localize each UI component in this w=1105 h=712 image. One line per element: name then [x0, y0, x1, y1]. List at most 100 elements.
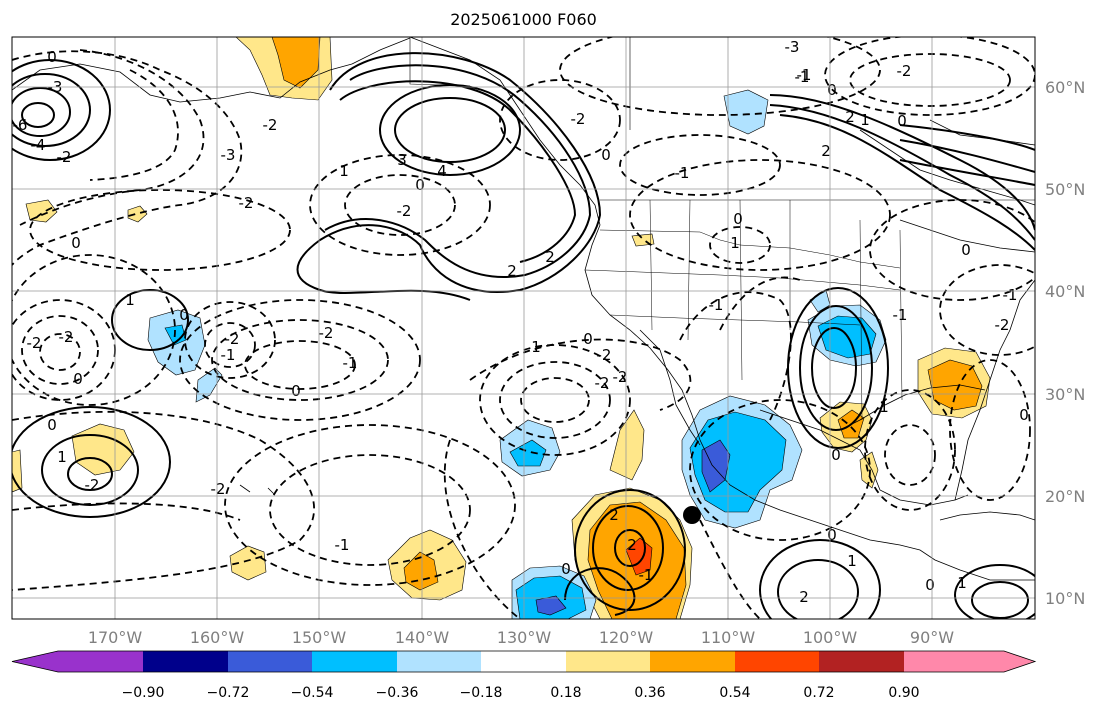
contour-label: 0	[73, 370, 83, 388]
colorbar-segment	[904, 651, 1004, 672]
contour-label: -6	[13, 116, 28, 134]
colorbar-tick-label: −0.90	[122, 685, 165, 701]
yellow-area	[71, 423, 135, 476]
negative-contours	[12, 37, 1035, 619]
colorbar-extend-low	[12, 651, 58, 672]
contour-label: 1	[847, 552, 857, 570]
contour-label: -2	[59, 328, 74, 346]
colorbar-tick-label: 0.36	[634, 685, 665, 701]
contour-label: 4	[437, 162, 447, 180]
positive-contours	[12, 52, 1035, 619]
lon-label: 150°W	[292, 628, 347, 647]
contour-label: 0	[733, 210, 743, 228]
contour-label: -2	[263, 116, 278, 134]
contour-label: -2	[319, 324, 334, 342]
colorbar-segment	[481, 651, 566, 672]
lat-label: 10°N	[1045, 589, 1085, 608]
contour-label: -2	[995, 316, 1010, 334]
contour-label: -2	[571, 110, 586, 128]
contour-label: -2	[85, 476, 100, 494]
contour-label: -1	[675, 164, 690, 182]
colorbar-segment	[143, 651, 228, 672]
contour-label: 3	[397, 151, 407, 169]
contour-label: -2	[597, 346, 612, 364]
contour-label: 0	[827, 526, 837, 544]
contour-label: 0	[179, 306, 189, 324]
contour-label: -2	[897, 62, 912, 80]
contour-labels: 0 -3 -6 -4 -2 -3 -2 -2 0 3 4 1 -2 0 -2 0…	[13, 38, 1029, 606]
light-blue-area	[195, 367, 223, 403]
contour-label: 0	[47, 416, 57, 434]
lat-label: 50°N	[1045, 180, 1085, 199]
orange-area	[271, 37, 321, 89]
contour-label: 1	[531, 338, 541, 356]
lon-label: 110°W	[701, 628, 756, 647]
contour-label: -1	[709, 296, 724, 314]
contour-label: -2	[397, 202, 412, 220]
colorbar-tick-label: −0.18	[460, 685, 503, 701]
lon-label: 130°W	[497, 628, 552, 647]
contour-label: -2	[211, 480, 226, 498]
yellow-area	[609, 409, 645, 481]
colorbar-segment	[735, 651, 819, 672]
contour-label: -2	[57, 148, 72, 166]
colorbar-segment	[228, 651, 312, 672]
contour-label: -1	[797, 66, 812, 84]
lat-label: 60°N	[1045, 78, 1085, 97]
contour-label: -1	[639, 566, 654, 584]
yellow-area	[229, 545, 267, 581]
lon-label: 160°W	[190, 628, 245, 647]
colorbar-tick-label: 0.54	[719, 685, 750, 701]
contour-label: 0	[831, 446, 841, 464]
lat-label: 20°N	[1045, 487, 1085, 506]
colorbar-tick-label: −0.72	[207, 685, 250, 701]
contour-label: 0	[897, 112, 907, 130]
mid-blue-area	[535, 595, 567, 616]
contour-label: 1	[860, 111, 870, 129]
contour-label: -3	[785, 38, 800, 56]
contour-label: 2	[609, 506, 619, 524]
contour-label: 0	[291, 382, 301, 400]
contour-label: 1	[730, 234, 740, 252]
colorbar-tick-label: 0.90	[888, 685, 919, 701]
colorbar: −0.90 −0.72 −0.54 −0.36 −0.18 0.18 0.36 …	[11, 650, 1037, 701]
contour-label: 2	[507, 262, 517, 280]
longitude-labels: 170°W 160°W 150°W 140°W 130°W 120°W 110°…	[88, 628, 954, 647]
colorbar-tick-label: −0.36	[376, 685, 419, 701]
contour-label: 0	[1019, 406, 1029, 424]
lon-label: 100°W	[803, 628, 858, 647]
colorbar-segment	[650, 651, 735, 672]
contour-label: -2	[27, 334, 42, 352]
contour-label: 0	[561, 560, 571, 578]
colorbar-outline	[11, 650, 1037, 673]
contour-label: 0	[583, 330, 593, 348]
contour-label: 1	[879, 398, 889, 416]
contour-label: -1	[1003, 286, 1018, 304]
contour-label: 1	[125, 291, 135, 309]
contour-label: 2	[799, 588, 809, 606]
contour-label: -1	[893, 306, 908, 324]
contour-label: -4	[31, 136, 46, 154]
colorbar-tick-label: 0.18	[550, 685, 581, 701]
contour-label: 0	[415, 176, 425, 194]
yellow-area	[127, 205, 148, 223]
colorbar-tick-label: 0.72	[803, 685, 834, 701]
yellow-area	[859, 451, 879, 489]
contour-label: 0	[71, 234, 81, 252]
contour-label: -1	[221, 346, 236, 364]
contour-label: 0	[47, 48, 57, 66]
blue-area	[509, 439, 547, 467]
contour-label: -2	[613, 368, 628, 386]
colorbar-segment	[566, 651, 650, 672]
contour-label: 0	[601, 146, 611, 164]
graticule	[12, 37, 1035, 619]
contour-label: 2	[545, 248, 555, 266]
contour-label: -3	[221, 146, 236, 164]
lon-label: 90°W	[910, 628, 954, 647]
contour-label: -2	[225, 330, 240, 348]
map-frame	[11, 36, 1036, 620]
colorbar-tick-label: −0.54	[291, 685, 334, 701]
contour-label: 1	[57, 448, 67, 466]
lon-label: 170°W	[88, 628, 143, 647]
